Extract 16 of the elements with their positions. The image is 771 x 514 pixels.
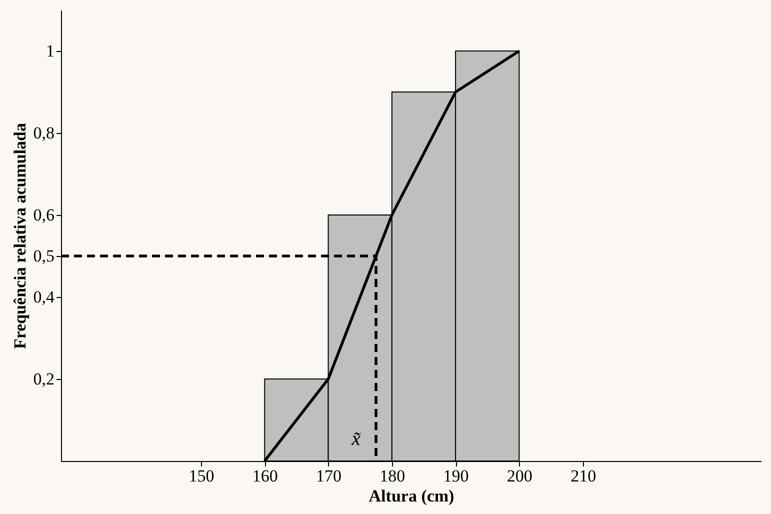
x-tick-label: 200 — [506, 466, 532, 486]
x-tick-label: 210 — [570, 466, 596, 486]
y-tick-label: 0,4 — [33, 288, 55, 306]
annotation: x̃ — [350, 428, 361, 450]
y-tick-label: 0,2 — [33, 370, 54, 388]
y-tick-label: 0,8 — [33, 124, 54, 142]
y-tick-label: 0,6 — [33, 206, 54, 224]
y-axis-title: Frequência relativa acumulada — [10, 122, 30, 350]
y-tick-label: 0,5 — [33, 246, 54, 266]
x-tick-label: 180 — [380, 466, 406, 486]
x-tick-label: 150 — [188, 466, 214, 486]
x-tick-label: 190 — [443, 466, 469, 486]
x-tick-label: 160 — [252, 466, 278, 486]
y-tick-label: 1 — [46, 42, 54, 60]
x-tick-label: 170 — [316, 466, 342, 486]
x-axis-title: Altura (cm) — [368, 486, 454, 506]
